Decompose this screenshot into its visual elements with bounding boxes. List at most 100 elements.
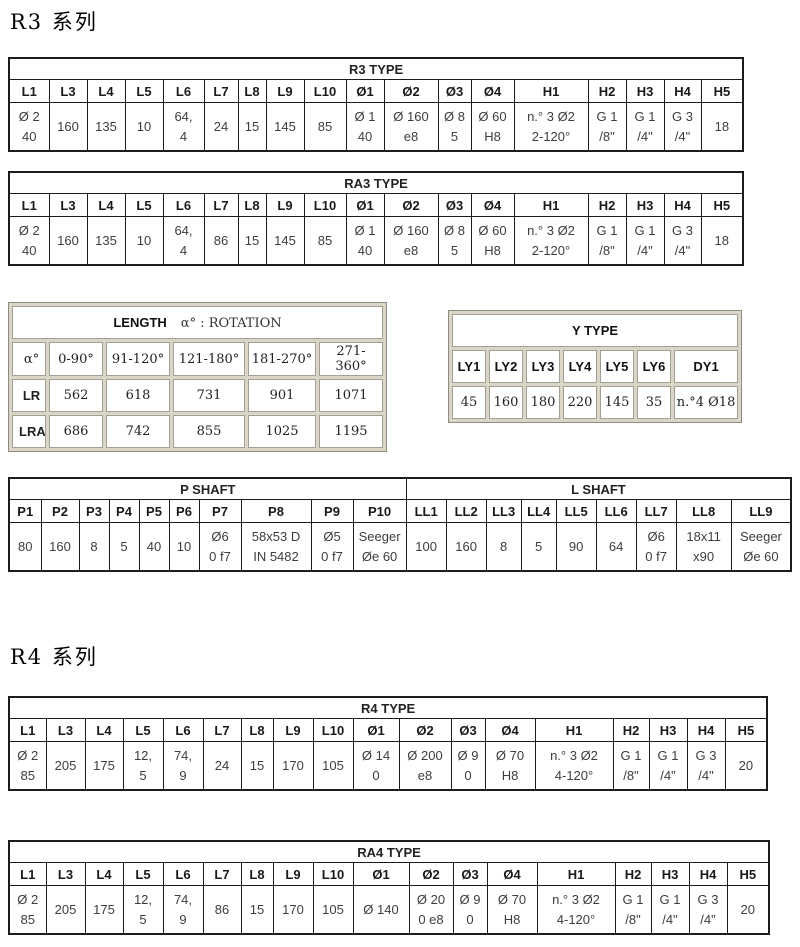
value-Ø1: Ø 140 xyxy=(352,885,410,935)
value-L6: 74, 9 xyxy=(162,741,204,791)
value-Ø3: Ø 9 0 xyxy=(450,741,486,791)
col-header-181-270°: 181-270° xyxy=(248,342,316,376)
value-LR-121-180°: 731 xyxy=(173,379,245,412)
col-header-L5: L5 xyxy=(122,718,164,742)
col-header-L3: L3 xyxy=(48,79,88,103)
col-header-Ø1: Ø1 xyxy=(345,79,385,103)
col-header-P1: P1 xyxy=(8,499,42,523)
value-H1: n.° 3 Ø2 4-120° xyxy=(536,885,616,935)
col-header-L8: L8 xyxy=(240,718,274,742)
col-header-L10: L10 xyxy=(303,79,347,103)
col-header-Ø4: Ø4 xyxy=(486,862,538,886)
col-header-L9: L9 xyxy=(272,718,314,742)
col-header-LY6: LY6 xyxy=(637,350,671,383)
col-header-L5: L5 xyxy=(124,79,164,103)
col-header-L4: L4 xyxy=(86,79,126,103)
col-header-L1: L1 xyxy=(8,862,47,886)
value-LL4: 5 xyxy=(520,522,557,572)
col-header-121-180°: 121-180° xyxy=(173,342,245,376)
col-header-α°: α° xyxy=(12,342,46,376)
value-L7: 24 xyxy=(203,102,239,152)
col-header-H4: H4 xyxy=(663,79,702,103)
value-L1: Ø 2 40 xyxy=(8,102,50,152)
value-Ø2: Ø 160 e8 xyxy=(383,216,439,266)
table-row: LRA 686 742 855 1025 1195 xyxy=(12,415,383,448)
value-L8: 15 xyxy=(237,102,267,152)
col-header-LY5: LY5 xyxy=(600,350,634,383)
col-header-Ø2: Ø2 xyxy=(383,193,439,217)
value-LL7: Ø6 0 f7 xyxy=(635,522,677,572)
value-L7: 24 xyxy=(202,741,242,791)
col-header-H4: H4 xyxy=(663,193,702,217)
value-H5: 18 xyxy=(700,216,744,266)
value-L10: 105 xyxy=(312,885,354,935)
value-LY6: 35 xyxy=(637,386,671,419)
col-header-P2: P2 xyxy=(40,499,80,523)
section-title-r4: R4 系列 xyxy=(10,645,98,669)
value-L3: 205 xyxy=(45,741,86,791)
value-Ø2: Ø 160 e8 xyxy=(383,102,439,152)
value-P5: 40 xyxy=(138,522,170,572)
value-Ø1: Ø 14 0 xyxy=(352,741,400,791)
col-header-L8: L8 xyxy=(240,862,274,886)
col-header-H3: H3 xyxy=(650,862,690,886)
value-H4: G 3 /4" xyxy=(688,885,728,935)
r4-type-table: R4 TYPE L1 L3 L4 L5 L6 L7 L8 L9 L10 Ø1 Ø2 Ø3 Ø4 H1 H2 H3… xyxy=(8,696,769,791)
value-LRA-271-360°: 1195 xyxy=(319,415,383,448)
col-header-H1: H1 xyxy=(513,193,589,217)
value-L6: 64, 4 xyxy=(162,102,205,152)
col-header-L8: L8 xyxy=(237,193,267,217)
col-header-L10: L10 xyxy=(312,862,354,886)
value-Ø4: Ø 60 H8 xyxy=(470,216,515,266)
section-title-r3: R3 系列 xyxy=(10,10,98,34)
title-rotation: α° : ROTATION xyxy=(180,315,282,331)
value-Ø2: Ø 200 e8 xyxy=(398,741,452,791)
value-L9: 170 xyxy=(272,741,314,791)
table-title: RA4 TYPE xyxy=(8,840,770,863)
value-L7: 86 xyxy=(202,885,242,935)
col-header-L7: L7 xyxy=(202,718,242,742)
value-DY1: n.°4 Ø18 xyxy=(674,386,739,419)
value-L9: 170 xyxy=(272,885,314,935)
value-Ø1: Ø 1 40 xyxy=(345,102,385,152)
value-H1: n.° 3 Ø2 2-120° xyxy=(513,102,589,152)
value-L3: 160 xyxy=(48,102,88,152)
col-header-L4: L4 xyxy=(84,862,124,886)
col-header-Ø4: Ø4 xyxy=(484,718,536,742)
value-L1: Ø 2 40 xyxy=(8,216,50,266)
value-L5: 10 xyxy=(124,102,164,152)
value-Ø4: Ø 70 H8 xyxy=(486,885,538,935)
col-header-H3: H3 xyxy=(648,718,688,742)
value-H1: n.° 3 Ø2 4-120° xyxy=(534,741,614,791)
value-L7: 86 xyxy=(203,216,239,266)
col-header-LL3: LL3 xyxy=(485,499,522,523)
col-header-H5: H5 xyxy=(700,79,744,103)
col-header-Ø1: Ø1 xyxy=(345,193,385,217)
col-header-P7: P7 xyxy=(198,499,242,523)
col-header-L9: L9 xyxy=(265,79,305,103)
value-H3: G 1 /4" xyxy=(648,741,688,791)
value-H1: n.° 3 Ø2 2-120° xyxy=(513,216,589,266)
col-header-L7: L7 xyxy=(202,862,242,886)
col-header-H3: H3 xyxy=(625,193,665,217)
col-header-L4: L4 xyxy=(86,193,126,217)
value-LL3: 8 xyxy=(485,522,522,572)
value-LRA-91-120°: 742 xyxy=(106,415,170,448)
col-header-Ø3: Ø3 xyxy=(450,718,486,742)
value-L3: 205 xyxy=(45,885,86,935)
value-H3: G 1 /4" xyxy=(625,102,665,152)
length-rotation-table: LENGTH α° : ROTATION α° 0-90° 91-120° 121-180… xyxy=(8,302,387,452)
value-H2: G 1 /8" xyxy=(587,216,627,266)
value-LRA-0-90°: 686 xyxy=(49,415,103,448)
value-L1: Ø 2 85 xyxy=(8,885,47,935)
value-L4: 135 xyxy=(86,216,126,266)
value-LY2: 160 xyxy=(489,386,523,419)
value-L8: 15 xyxy=(240,885,274,935)
value-H3: G 1 /4" xyxy=(625,216,665,266)
value-L1: Ø 2 85 xyxy=(8,741,47,791)
value-LL8: 18x11 x90 xyxy=(675,522,732,572)
value-L5: 12, 5 xyxy=(122,741,164,791)
col-header-Ø2: Ø2 xyxy=(383,79,439,103)
value-H5: 20 xyxy=(724,741,768,791)
